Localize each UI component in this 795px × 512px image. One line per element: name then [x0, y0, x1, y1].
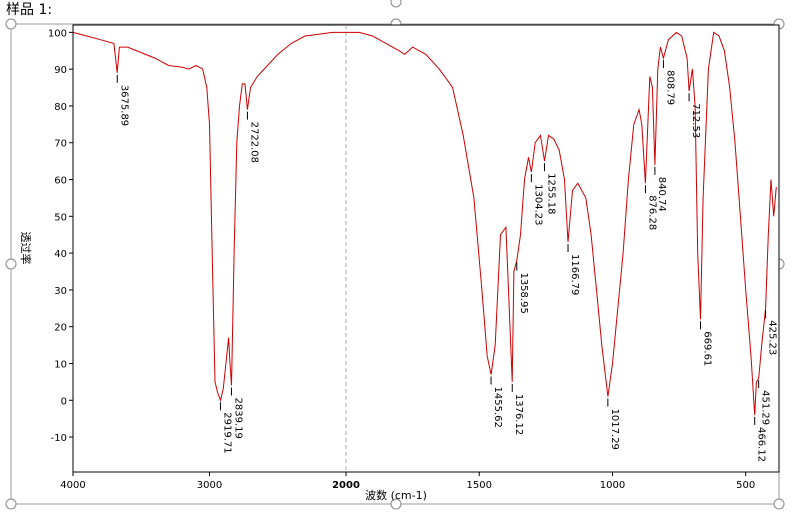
- y-tick-label: 100: [48, 28, 67, 39]
- peak-label: 466.12: [756, 427, 767, 462]
- peak-label: 1017.29: [609, 409, 620, 450]
- x-tick-label: 3000: [197, 480, 222, 491]
- x-tick-label: 1500: [467, 480, 492, 491]
- peak-label: 712.53: [690, 103, 701, 138]
- peak-label: 425.23: [767, 320, 778, 355]
- y-tick-label: 40: [54, 249, 67, 260]
- chart-title: 样品 1:: [6, 2, 52, 18]
- peak-label: 1358.95: [518, 272, 529, 313]
- y-tick-label: 60: [54, 176, 67, 187]
- peak-label: 1376.12: [513, 394, 524, 435]
- y-tick-label: 50: [54, 212, 67, 223]
- plot-area: [72, 24, 780, 473]
- y-tick-label: 90: [54, 65, 67, 76]
- peak-label: 2839.19: [232, 398, 243, 439]
- x-tick-label: 2000: [332, 480, 360, 491]
- y-tick-label: 80: [54, 102, 67, 113]
- peak-label: 1255.18: [545, 173, 556, 214]
- y-tick-label: -10: [51, 433, 67, 444]
- x-tick-label: 4000: [60, 480, 85, 491]
- x-tick-label: 500: [736, 480, 755, 491]
- x-tick-label: 1000: [600, 480, 625, 491]
- peak-label: 808.79: [664, 70, 675, 105]
- peak-label: 876.28: [646, 195, 657, 230]
- y-axis-label: 透过率: [19, 232, 33, 265]
- y-tick-label: 0: [61, 396, 67, 407]
- peak-label: 669.61: [701, 331, 712, 366]
- spectrum-line: [72, 31, 777, 416]
- x-axis-label: 波数 (cm-1): [365, 489, 427, 502]
- peak-label: 1304.23: [532, 184, 543, 225]
- peak-label: 1166.79: [569, 254, 580, 295]
- y-tick-label: 70: [54, 139, 67, 150]
- peak-label: 451.29: [760, 390, 771, 425]
- peak-label: 1455.62: [492, 387, 503, 428]
- y-tick-label: 20: [54, 323, 67, 334]
- peak-label: 3675.89: [118, 85, 129, 126]
- peak-label: 2722.08: [248, 122, 259, 163]
- y-tick-label: 10: [54, 359, 67, 370]
- y-tick-label: 30: [54, 286, 67, 297]
- peak-label: 2919.71: [221, 412, 232, 453]
- peak-label: 840.74: [656, 177, 667, 212]
